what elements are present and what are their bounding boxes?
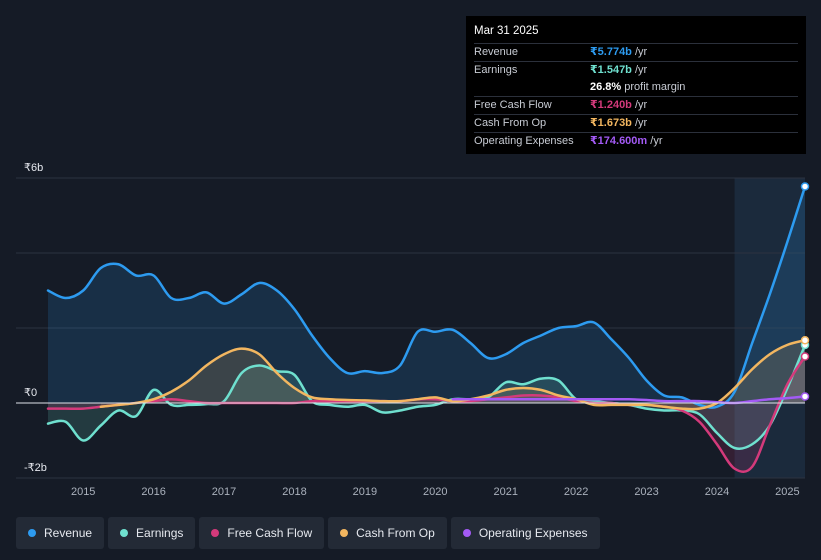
x-tick-label: 2020 (423, 486, 447, 498)
tooltip-row: Free Cash Flow ₹1.240b /yr (474, 96, 798, 114)
series-area-revenue (48, 186, 805, 408)
legend-item-operating-expenses[interactable]: Operating Expenses (450, 517, 600, 549)
series-fills (48, 186, 805, 472)
legend-label: Revenue (44, 526, 93, 540)
tooltip-row: Earnings ₹1.547b /yr (474, 61, 798, 79)
tooltip-unit: profit margin (621, 81, 686, 93)
tooltip-label: Earnings (474, 64, 518, 76)
x-tick-label: 2015 (71, 486, 95, 498)
end-marker-free-cash-flow[interactable] (800, 352, 810, 361)
legend-label: Earnings (136, 526, 184, 540)
tooltip-label: Free Cash Flow (474, 99, 552, 111)
tooltip-unit: /yr (647, 135, 663, 147)
tooltip-row: Operating Expenses ₹174.600m /yr (474, 132, 798, 150)
end-marker-operating-expenses[interactable] (800, 392, 810, 401)
x-tick-label: 2017 (212, 486, 236, 498)
tooltip-label: Cash From Op (474, 117, 547, 129)
legend-dot-icon (120, 529, 129, 537)
legend-item-earnings[interactable]: Earnings (108, 517, 196, 549)
series-area-free-cash-flow (48, 356, 805, 472)
tooltip-unit: /yr (631, 46, 648, 58)
tooltip-label: Revenue (474, 46, 519, 58)
end-marker-cash-from-op[interactable] (800, 336, 810, 345)
y-tick-label: ₹6b (24, 162, 43, 174)
x-tick-label: 2023 (634, 486, 658, 498)
legend-item-revenue[interactable]: Revenue (16, 517, 105, 549)
data-tooltip: Mar 31 2025 Revenue ₹5.774b /yr Earnings ₹1… (466, 16, 806, 154)
x-tick-label: 2016 (141, 486, 165, 498)
x-tick-label: 2024 (705, 486, 729, 498)
legend-dot-icon (462, 529, 471, 537)
series-line-cash-from-op[interactable] (99, 339, 807, 411)
tooltip-value: ₹1.547b (590, 64, 632, 76)
tooltip-value: ₹1.240b (590, 99, 632, 111)
tooltip-value: 26.8% (590, 81, 622, 93)
series-line-revenue[interactable] (46, 185, 807, 409)
legend-label: Cash From Op (356, 526, 435, 540)
tooltip-label (474, 79, 590, 96)
tooltip-value: ₹1.673b (590, 117, 632, 129)
end-marker-revenue[interactable] (800, 182, 810, 191)
tooltip-unit: /yr (631, 64, 648, 76)
tooltip-rows: Revenue ₹5.774b /yr Earnings ₹1.547b /yr 26.… (474, 43, 798, 150)
tooltip-label: Operating Expenses (474, 135, 574, 147)
financial-chart: ₹6b₹0-₹2b 2015 2016 2017 2018 2019 2020 2021 20… (16, 162, 810, 498)
tooltip-row: Revenue ₹5.774b /yr (474, 43, 798, 61)
y-tick-label: ₹0 (24, 387, 37, 399)
legend: Revenue Earnings Free Cash Flow Cash From O… (16, 517, 600, 549)
y-tick-label: -₹2b (24, 462, 47, 474)
x-tick-label: 2018 (282, 486, 306, 498)
legend-label: Operating Expenses (478, 526, 588, 540)
x-tick-label: 2025 (775, 486, 799, 498)
tooltip-unit: /yr (631, 99, 648, 111)
series-line-operating-expenses[interactable] (451, 395, 807, 405)
legend-label: Free Cash Flow (227, 526, 313, 540)
end-markers (800, 182, 810, 401)
legend-dot-icon (28, 529, 36, 537)
series-lines (46, 185, 807, 474)
tooltip-unit: /yr (631, 117, 648, 129)
series-area-cash-from-op (100, 340, 805, 410)
legend-item-free-cash-flow[interactable]: Free Cash Flow (199, 517, 325, 549)
series-area-earnings (48, 344, 805, 449)
tooltip-date: Mar 31 2025 (474, 25, 539, 37)
tooltip-value: ₹5.774b (590, 46, 632, 58)
tooltip-row: Cash From Op ₹1.673b /yr (474, 114, 798, 132)
x-tick-label: 2019 (353, 486, 377, 498)
tooltip-row: 26.8% profit margin (474, 79, 798, 96)
x-tick-label: 2022 (564, 486, 588, 498)
x-axis-labels: 2015 2016 2017 2018 2019 2020 2021 2022 2023 2024… (71, 486, 800, 498)
x-tick-label: 2021 (493, 486, 517, 498)
legend-dot-icon (211, 529, 220, 537)
tooltip-value: ₹174.600m (590, 135, 648, 147)
y-axis-labels: ₹6b ₹0 -₹2b (24, 162, 47, 474)
legend-item-cash-from-op[interactable]: Cash From Op (328, 517, 447, 549)
legend-dot-icon (340, 529, 349, 537)
